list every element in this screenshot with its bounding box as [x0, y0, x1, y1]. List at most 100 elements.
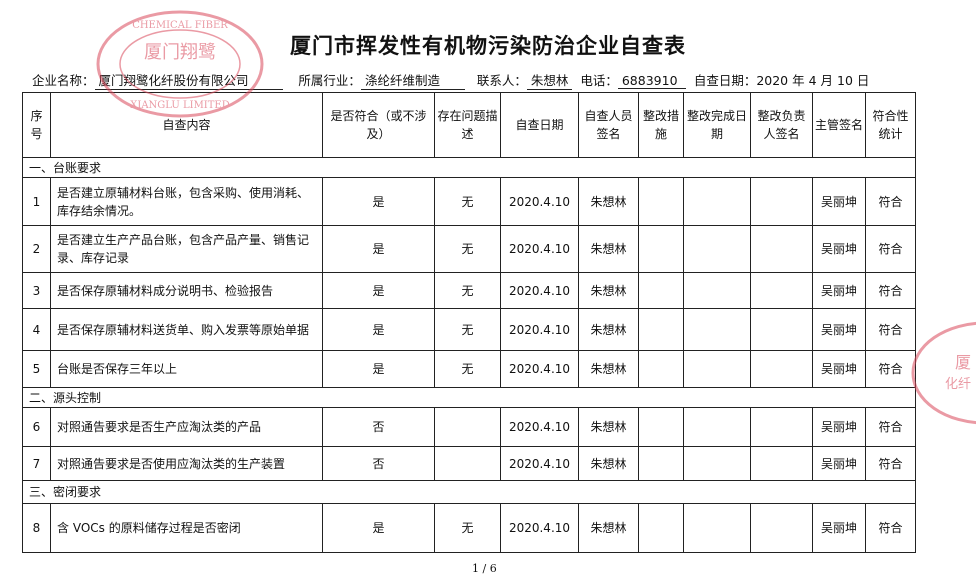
section-title: 一、台账要求: [22, 157, 916, 178]
cell-done: [683, 272, 751, 309]
cell-measure: [638, 407, 684, 447]
cell-inspector: 朱想林: [578, 503, 639, 553]
column-header: 存在问题描述: [434, 92, 501, 158]
industry-label: 所属行业：: [298, 73, 361, 88]
cell-comply: 是: [322, 308, 435, 351]
cell-comply: 是: [322, 177, 435, 226]
column-header: 整改负责人签名: [750, 92, 813, 158]
section-row: 三、密闭要求: [22, 480, 916, 504]
table-row: 6 对照通告要求是否生产应淘汰类的产品否 2020.4.10 朱想林 吴丽坤 符合: [22, 407, 916, 447]
cell-supervisor: 吴丽坤: [812, 272, 866, 309]
cell-measure: [638, 272, 684, 309]
cell-issue: [434, 446, 501, 481]
cell-done: [683, 350, 751, 388]
cell-issue: [434, 407, 501, 447]
cell-comply: 是: [322, 225, 435, 273]
cell-date: 2020.4.10: [500, 225, 579, 273]
cell-done: [683, 225, 751, 273]
cell-date: 2020.4.10: [500, 503, 579, 553]
svg-text:厦门翔鹭: 厦门翔鹭: [144, 42, 216, 63]
cell-supervisor: 吴丽坤: [812, 350, 866, 388]
company-seal-partial: 厦 化纤: [911, 321, 976, 425]
industry-value: 涤纶纤维制造: [360, 70, 465, 90]
cell-stat: 符合: [865, 272, 916, 309]
cell-supervisor: 吴丽坤: [812, 407, 866, 447]
svg-text:CHEMICAL FIBER: CHEMICAL FIBER: [132, 20, 228, 31]
cell-date: 2020.4.10: [500, 177, 579, 226]
column-header: 整改完成日期: [683, 92, 751, 158]
cell-owner: [750, 446, 813, 481]
column-header: 序号: [22, 92, 51, 158]
column-header: 主管签名: [812, 92, 866, 158]
cell-date: 2020.4.10: [500, 272, 579, 309]
cell-content: 对照通告要求是否生产应淘汰类的产品: [50, 407, 323, 447]
cell-stat: 符合: [865, 225, 916, 273]
table-row: 4 是否保存原辅材料送货单、购入发票等原始单据是无 2020.4.10 朱想林 吴丽坤符…: [22, 308, 916, 351]
cell-issue: 无: [434, 177, 501, 226]
column-header: 是否符合（或不涉及）: [322, 92, 435, 158]
cell-done: [683, 308, 751, 351]
form-meta: 企业名称： 厦门翔鹭化纤股份有限公司 所属行业： 涤纶纤维制造 联系人： 朱想林 电话…: [32, 70, 869, 90]
cell-comply: 否: [322, 407, 435, 447]
cell-inspector: 朱想林: [578, 272, 639, 309]
section-row: 二、源头控制: [22, 387, 916, 408]
cell-owner: [750, 503, 813, 553]
cell-supervisor: 吴丽坤: [812, 225, 866, 273]
cell-owner: [750, 350, 813, 388]
cell-no: 2: [22, 225, 51, 273]
cell-issue: 无: [434, 350, 501, 388]
table-row: 7 对照通告要求是否使用应淘汰类的生产装置否 2020.4.10 朱想林 吴丽坤 符合: [22, 446, 916, 481]
cell-inspector: 朱想林: [578, 177, 639, 226]
cell-measure: [638, 350, 684, 388]
cell-comply: 否: [322, 446, 435, 481]
cell-stat: 符合: [865, 503, 916, 553]
cell-inspector: 朱想林: [578, 407, 639, 447]
cell-measure: [638, 225, 684, 273]
cell-no: 1: [22, 177, 51, 226]
cell-stat: 符合: [865, 407, 916, 447]
page-title: 厦门市挥发性有机物污染防治企业自查表: [290, 34, 686, 58]
cell-supervisor: 吴丽坤: [812, 308, 866, 351]
cell-inspector: 朱想林: [578, 308, 639, 351]
cell-content: 对照通告要求是否使用应淘汰类的生产装置: [50, 446, 323, 481]
date-value: 2020 年 4 月 10 日: [756, 73, 870, 88]
contact-label: 联系人：: [476, 73, 527, 88]
cell-content: 是否建立原辅材料台账，包含采购、使用消耗、库存结余情况。: [50, 177, 323, 226]
table-row: 3 是否保存原辅材料成分说明书、检验报告是无 2020.4.10 朱想林 吴丽坤 符合: [22, 272, 916, 309]
svg-text:XIANGLU LIMITED: XIANGLU LIMITED: [130, 100, 230, 111]
cell-date: 2020.4.10: [500, 350, 579, 388]
cell-supervisor: 吴丽坤: [812, 446, 866, 481]
cell-issue: 无: [434, 503, 501, 553]
cell-done: [683, 177, 751, 226]
cell-owner: [750, 407, 813, 447]
date-label: 自查日期：: [693, 73, 757, 88]
cell-measure: [638, 446, 684, 481]
phone-value: 6883910: [617, 73, 686, 89]
cell-measure: [638, 308, 684, 351]
cell-stat: 符合: [865, 308, 916, 351]
table-row: 5 台账是否保存三年以上是无 2020.4.10 朱想林 吴丽坤 符合: [22, 350, 916, 388]
svg-text:化纤: 化纤: [945, 377, 971, 392]
cell-inspector: 朱想林: [578, 225, 639, 273]
cell-done: [683, 446, 751, 481]
company-seal: 厦门翔鹭 CHEMICAL FIBER XIANGLU LIMITED: [96, 10, 264, 118]
cell-done: [683, 407, 751, 447]
column-header: 自查日期: [500, 92, 579, 158]
cell-owner: [750, 308, 813, 351]
cell-done: [683, 503, 751, 553]
company-label: 企业名称：: [32, 73, 95, 88]
cell-date: 2020.4.10: [500, 407, 579, 447]
cell-no: 7: [22, 446, 51, 481]
cell-comply: 是: [322, 503, 435, 553]
company-value: 厦门翔鹭化纤股份有限公司: [94, 70, 283, 90]
cell-issue: 无: [434, 308, 501, 351]
cell-no: 5: [22, 350, 51, 388]
cell-owner: [750, 272, 813, 309]
cell-owner: [750, 225, 813, 273]
cell-content: 是否保存原辅材料成分说明书、检验报告: [50, 272, 323, 309]
cell-content: 是否保存原辅材料送货单、购入发票等原始单据: [50, 308, 323, 351]
cell-date: 2020.4.10: [500, 446, 579, 481]
cell-stat: 符合: [865, 446, 916, 481]
cell-owner: [750, 177, 813, 226]
